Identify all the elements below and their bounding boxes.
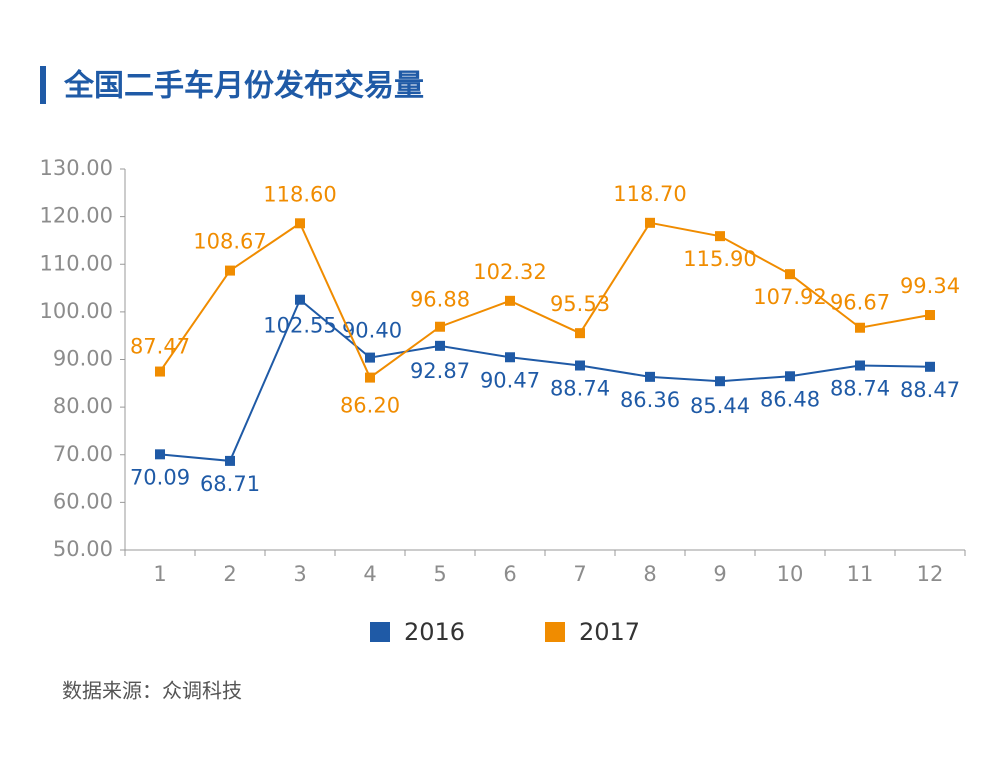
y-tick-label: 80.00 bbox=[53, 394, 113, 418]
y-tick-label: 90.00 bbox=[53, 347, 113, 371]
x-tick-label: 2 bbox=[223, 562, 236, 586]
x-tick-label: 4 bbox=[363, 562, 376, 586]
marker bbox=[155, 366, 165, 377]
data-label: 70.09 bbox=[130, 465, 190, 489]
x-tick-label: 9 bbox=[713, 562, 726, 586]
y-tick-label: 110.00 bbox=[40, 251, 113, 275]
y-tick-label: 60.00 bbox=[53, 489, 113, 513]
x-tick-label: 12 bbox=[917, 562, 944, 586]
legend-label: 2016 bbox=[404, 618, 465, 646]
data-label: 90.40 bbox=[342, 319, 402, 343]
data-label: 102.55 bbox=[263, 314, 336, 338]
source: 数据来源：众调科技 bbox=[62, 679, 242, 703]
marker bbox=[785, 371, 795, 382]
x-tick-label: 3 bbox=[293, 562, 306, 586]
marker bbox=[225, 265, 235, 276]
legend-swatch bbox=[370, 622, 390, 642]
x-tick-label: 8 bbox=[643, 562, 656, 586]
x-tick-label: 6 bbox=[503, 562, 516, 586]
y-tick-label: 70.00 bbox=[53, 442, 113, 466]
data-label: 92.87 bbox=[410, 359, 470, 383]
data-label: 87.47 bbox=[130, 335, 190, 359]
data-label: 99.34 bbox=[900, 274, 960, 298]
marker bbox=[575, 360, 585, 371]
y-tick-label: 100.00 bbox=[40, 299, 113, 323]
marker bbox=[645, 371, 655, 382]
chart-title: 全国二手车月份发布交易量 bbox=[63, 69, 424, 104]
marker bbox=[505, 295, 515, 306]
data-label: 96.67 bbox=[830, 291, 890, 315]
marker bbox=[295, 218, 305, 229]
data-label: 88.74 bbox=[550, 377, 610, 401]
marker bbox=[855, 360, 865, 371]
marker bbox=[575, 328, 585, 339]
data-label: 118.70 bbox=[613, 182, 686, 206]
series-line bbox=[159, 221, 931, 380]
y-tick-label: 50.00 bbox=[53, 537, 113, 561]
data-label: 68.71 bbox=[200, 472, 260, 496]
data-label: 85.44 bbox=[690, 394, 750, 418]
y-tick-label: 130.00 bbox=[40, 156, 113, 180]
data-label: 88.47 bbox=[900, 378, 960, 402]
marker bbox=[365, 352, 375, 363]
marker bbox=[925, 310, 935, 321]
data-label: 86.36 bbox=[620, 388, 680, 412]
data-label: 108.67 bbox=[193, 230, 266, 254]
data-label: 90.47 bbox=[480, 368, 540, 392]
x-tick-label: 11 bbox=[847, 562, 874, 586]
marker bbox=[505, 352, 515, 363]
title-bar bbox=[40, 66, 46, 104]
data-label: 86.48 bbox=[760, 387, 820, 411]
marker bbox=[295, 294, 305, 305]
x-tick-label: 1 bbox=[153, 562, 166, 586]
data-label: 86.20 bbox=[340, 394, 400, 418]
data-label: 95.53 bbox=[550, 292, 610, 316]
x-tick-label: 10 bbox=[777, 562, 804, 586]
marker bbox=[715, 376, 725, 387]
marker bbox=[155, 449, 165, 460]
legend-swatch bbox=[545, 622, 565, 642]
marker bbox=[365, 372, 375, 383]
data-label: 88.74 bbox=[830, 377, 890, 401]
marker bbox=[225, 455, 235, 466]
y-tick-label: 120.00 bbox=[40, 204, 113, 228]
marker bbox=[925, 361, 935, 372]
data-label: 102.32 bbox=[473, 260, 546, 284]
marker bbox=[435, 321, 445, 332]
marker bbox=[645, 217, 655, 228]
data-label: 118.60 bbox=[263, 182, 336, 206]
legend-label: 2017 bbox=[579, 618, 640, 646]
data-label: 107.92 bbox=[753, 285, 826, 309]
data-label: 115.90 bbox=[683, 247, 756, 271]
marker bbox=[715, 231, 725, 242]
marker bbox=[435, 340, 445, 351]
x-tick-label: 7 bbox=[573, 562, 586, 586]
data-label: 96.88 bbox=[410, 288, 470, 312]
marker bbox=[785, 269, 795, 280]
marker bbox=[855, 322, 865, 333]
series-line bbox=[159, 298, 931, 462]
x-tick-label: 5 bbox=[433, 562, 446, 586]
